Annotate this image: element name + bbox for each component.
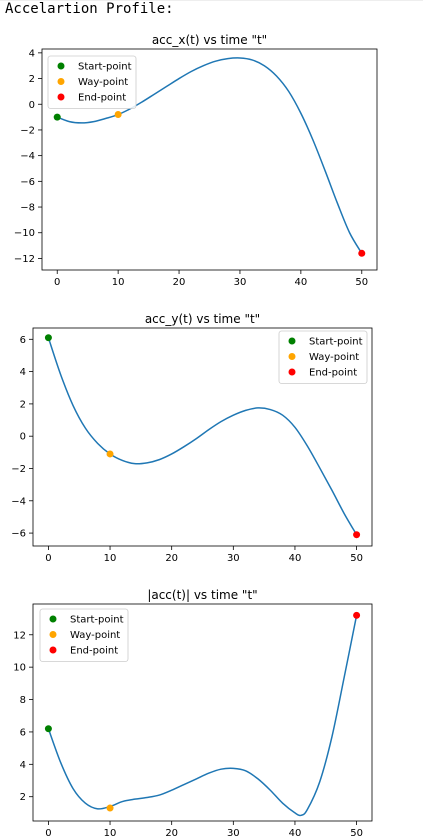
y-tick-label: 6 — [20, 335, 26, 346]
y-tick-label: 2 — [20, 792, 26, 803]
legend-swatch — [49, 631, 57, 638]
chart-title: |acc(t)| vs time "t" — [147, 588, 257, 602]
y-tick-label: −2 — [20, 125, 35, 136]
legend: Start-point Way-point End-point — [278, 330, 368, 384]
x-tick-label: 0 — [45, 553, 51, 564]
y-tick-label: 0 — [29, 100, 35, 111]
end-point-marker — [353, 531, 361, 539]
legend-swatch — [288, 337, 296, 345]
way-point-marker — [106, 450, 114, 458]
plot-frame — [32, 603, 373, 822]
y-tick-label: 4 — [29, 48, 35, 59]
legend: Start-point Way-point End-point — [39, 608, 129, 662]
output-heading: Accelartion Profile: — [5, 1, 174, 17]
start-point-marker — [44, 725, 52, 733]
legend-swatch — [288, 353, 296, 360]
chart-panel-3: |acc(t)| vs time "t" 0 10 20 30 40 50 2 4 6 8 10 12 S… — [13, 588, 373, 838]
legend-frame — [39, 608, 129, 662]
chart-panel-1: acc_x(t) vs time "t"0 10 20 30 40 50−12−10−8−… — [14, 33, 378, 288]
y-tick-label: 10 — [13, 663, 26, 674]
legend-swatch — [288, 368, 296, 376]
y-tick-label: −4 — [20, 151, 35, 162]
start-point-marker — [44, 334, 52, 342]
y-tick-label: 0 — [20, 432, 26, 443]
x-tick-label: 20 — [165, 828, 178, 838]
legend-label: End-point — [78, 93, 126, 104]
y-tick-label: 2 — [20, 399, 26, 410]
x-tick-label: 10 — [104, 553, 117, 564]
x-tick-label: 20 — [173, 277, 186, 288]
x-tick-label: 50 — [355, 277, 368, 288]
legend-frame — [47, 55, 137, 109]
x-tick-label: 50 — [350, 828, 363, 838]
x-tick-label: 30 — [234, 277, 247, 288]
y-tick-label: 6 — [20, 727, 26, 738]
y-tick-label: −2 — [11, 464, 26, 475]
legend-swatch — [49, 646, 57, 654]
profile-curve — [47, 615, 358, 817]
y-tick-label: 12 — [13, 630, 26, 641]
y-tick-label: −12 — [14, 254, 35, 265]
y-tick-label: −8 — [20, 203, 35, 214]
y-tick-label: 4 — [20, 760, 26, 771]
x-tick-label: 40 — [294, 277, 307, 288]
y-tick-label: −10 — [14, 228, 35, 239]
legend: Start-point Way-point End-point — [47, 55, 137, 109]
end-point-marker — [358, 249, 366, 257]
x-tick-label: 0 — [45, 828, 51, 838]
way-point-marker — [106, 804, 114, 812]
y-tick-label: −6 — [11, 529, 26, 540]
plot-frame — [41, 48, 378, 271]
y-tick-label: 2 — [29, 74, 35, 85]
legend-label: Start-point — [70, 615, 124, 626]
y-tick-label: −4 — [11, 496, 26, 507]
legend-label: Way-point — [309, 352, 359, 363]
profile-curve — [47, 337, 358, 536]
legend-frame — [278, 330, 368, 384]
profile-curve — [56, 57, 363, 254]
x-tick-label: 50 — [350, 553, 363, 564]
legend-swatch — [57, 62, 65, 70]
legend-swatch — [49, 615, 57, 623]
start-point-marker — [53, 113, 61, 121]
y-tick-label: 8 — [20, 695, 26, 706]
x-tick-label: 10 — [104, 828, 117, 838]
chart-title: acc_x(t) vs time "t" — [152, 33, 267, 47]
legend-label: Start-point — [309, 337, 363, 348]
y-tick-label: 4 — [20, 367, 26, 378]
legend-swatch — [57, 78, 65, 85]
x-tick-label: 30 — [227, 828, 240, 838]
x-tick-label: 20 — [165, 553, 178, 564]
legend-label: Start-point — [78, 62, 132, 73]
x-tick-label: 10 — [112, 277, 125, 288]
end-point-marker — [353, 611, 361, 619]
plot-frame — [32, 327, 373, 547]
legend-swatch — [57, 93, 65, 101]
x-tick-label: 40 — [289, 553, 302, 564]
way-point-marker — [114, 111, 122, 119]
output-top-rule — [0, 0, 423, 1]
x-tick-label: 30 — [227, 553, 240, 564]
legend-label: End-point — [309, 368, 357, 379]
y-tick-label: −6 — [20, 177, 35, 188]
legend-label: Way-point — [78, 77, 128, 88]
legend-label: End-point — [70, 646, 118, 657]
x-tick-label: 40 — [289, 828, 302, 838]
chart-title: acc_y(t) vs time "t" — [145, 312, 260, 326]
x-tick-label: 0 — [54, 277, 60, 288]
legend-label: Way-point — [70, 630, 120, 641]
chart-panel-2: acc_y(t) vs time "t" 0 10 20 30 40 50 −6 −4 −2 0 2 4… — [11, 312, 373, 564]
